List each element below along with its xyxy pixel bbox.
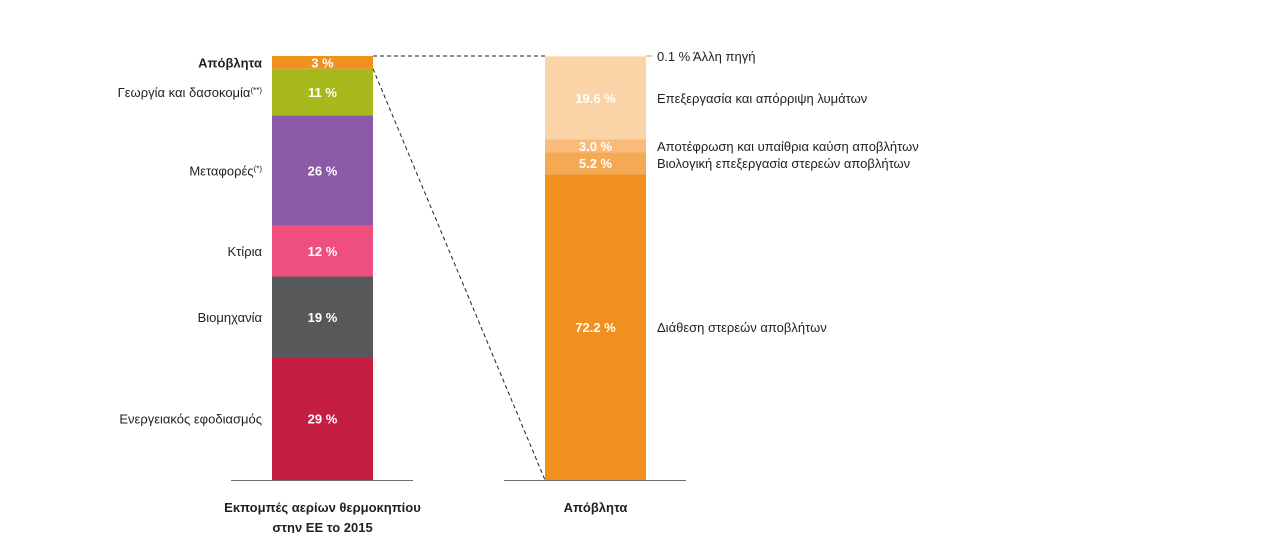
data-label: 19.6 % xyxy=(575,91,616,106)
bar-segment-0 xyxy=(272,357,373,480)
connector-bottom xyxy=(372,68,546,481)
category-label: Γεωργία και δασοκομία(**) xyxy=(118,85,263,100)
bar-segment-2 xyxy=(545,139,646,153)
bar-segment-3 xyxy=(545,56,646,140)
data-label: 0.1 % xyxy=(657,49,691,64)
chart-title-line: Απόβλητα xyxy=(564,500,628,515)
bar-segment-1 xyxy=(545,152,646,175)
category-label: Διάθεση στερεών αποβλήτων xyxy=(657,320,827,335)
waste-bar: 72.2 % Διάθεση στερεών αποβλήτων 5.2 % Βιολ… xyxy=(545,49,919,480)
data-label: 72.2 % xyxy=(575,320,616,335)
chart-title-line: Εκπομπές αερίων θερμοκηπίου xyxy=(224,500,421,515)
bar-segment-4 xyxy=(272,68,373,116)
data-label: 3.0 % xyxy=(579,139,613,154)
category-label: Αποτέφρωση και υπαίθρια καύση αποβλήτων xyxy=(657,139,919,154)
category-label: Κτίρια xyxy=(228,244,263,259)
bar-segment-0 xyxy=(545,174,646,480)
footnote-marker: (**) xyxy=(250,86,262,95)
data-label: 26 % xyxy=(308,163,338,178)
connector-lines xyxy=(372,55,546,481)
category-label: Βιολογική επεξεργασία στερεών αποβλήτων xyxy=(657,156,910,171)
bar-segment-1 xyxy=(272,276,373,358)
data-label: 3 % xyxy=(311,55,334,70)
category-label: Ενεργειακός εφοδιασμός xyxy=(119,412,262,427)
bar-segment-2 xyxy=(272,225,373,277)
bar-segment-5 xyxy=(272,56,373,69)
data-label: 5.2 % xyxy=(579,156,613,171)
category-label: Επεξεργασία και απόρριψη λυμάτων xyxy=(657,91,867,106)
bar-titles: Εκπομπές αερίων θερμοκηπίου στην ΕΕ το 20… xyxy=(224,500,627,533)
bar-segment-4 xyxy=(545,56,646,57)
category-label: Άλλη πηγή xyxy=(693,49,755,64)
emissions-bar: 29 % Ενεργειακός εφοδιασμός 19 % Βιομηχανία… xyxy=(118,55,373,480)
category-label: Απόβλητα xyxy=(198,55,262,70)
data-label: 19 % xyxy=(308,310,338,325)
category-label: Μεταφορές(*) xyxy=(189,163,262,178)
footnote-marker: (*) xyxy=(254,164,263,173)
data-label: 12 % xyxy=(308,244,338,259)
category-label: Βιομηχανία xyxy=(198,310,263,325)
bar-segment-3 xyxy=(272,115,373,226)
data-label: 29 % xyxy=(308,412,338,427)
data-label: 11 % xyxy=(308,85,337,100)
chart-title-line: στην ΕΕ το 2015 xyxy=(272,520,372,533)
